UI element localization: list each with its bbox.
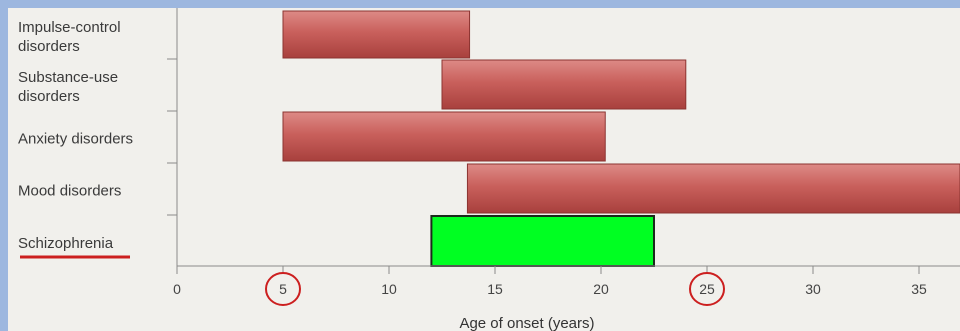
x-axis-title: Age of onset (years)	[459, 315, 594, 331]
x-tick-label: 25	[699, 281, 715, 297]
range-bar-substance-use	[441, 59, 687, 110]
range-bar-schizophrenia	[430, 215, 655, 267]
category-label: Substance-use disorders	[18, 69, 118, 105]
range-bar-anxiety-disorders	[282, 111, 606, 162]
category-label: Impulse-control disorders	[18, 19, 121, 55]
highlight-circle	[265, 272, 301, 306]
range-bar-impulse-control	[282, 10, 471, 59]
highlight-circle	[689, 272, 725, 306]
x-tick-label: 30	[805, 281, 821, 297]
category-label: Mood disorders	[18, 183, 121, 200]
x-tick-label: 0	[173, 281, 181, 297]
x-tick-label: 15	[487, 281, 503, 297]
x-tick-label: 35	[911, 281, 927, 297]
category-label: Anxiety disorders	[18, 131, 133, 148]
range-bar-mood-disorders	[466, 163, 960, 214]
chart-frame: 0 5 10 15 20 25 30 35 Impulse-control disorders S…	[8, 8, 960, 331]
x-tick-label: 5	[279, 281, 287, 297]
x-tick-label: 10	[381, 281, 397, 297]
age-of-onset-chart: 0 5 10 15 20 25 30 35 Impulse-control disorders S…	[18, 8, 960, 331]
category-label: Schizophrenia	[18, 235, 114, 252]
x-tick-label: 20	[593, 281, 609, 297]
